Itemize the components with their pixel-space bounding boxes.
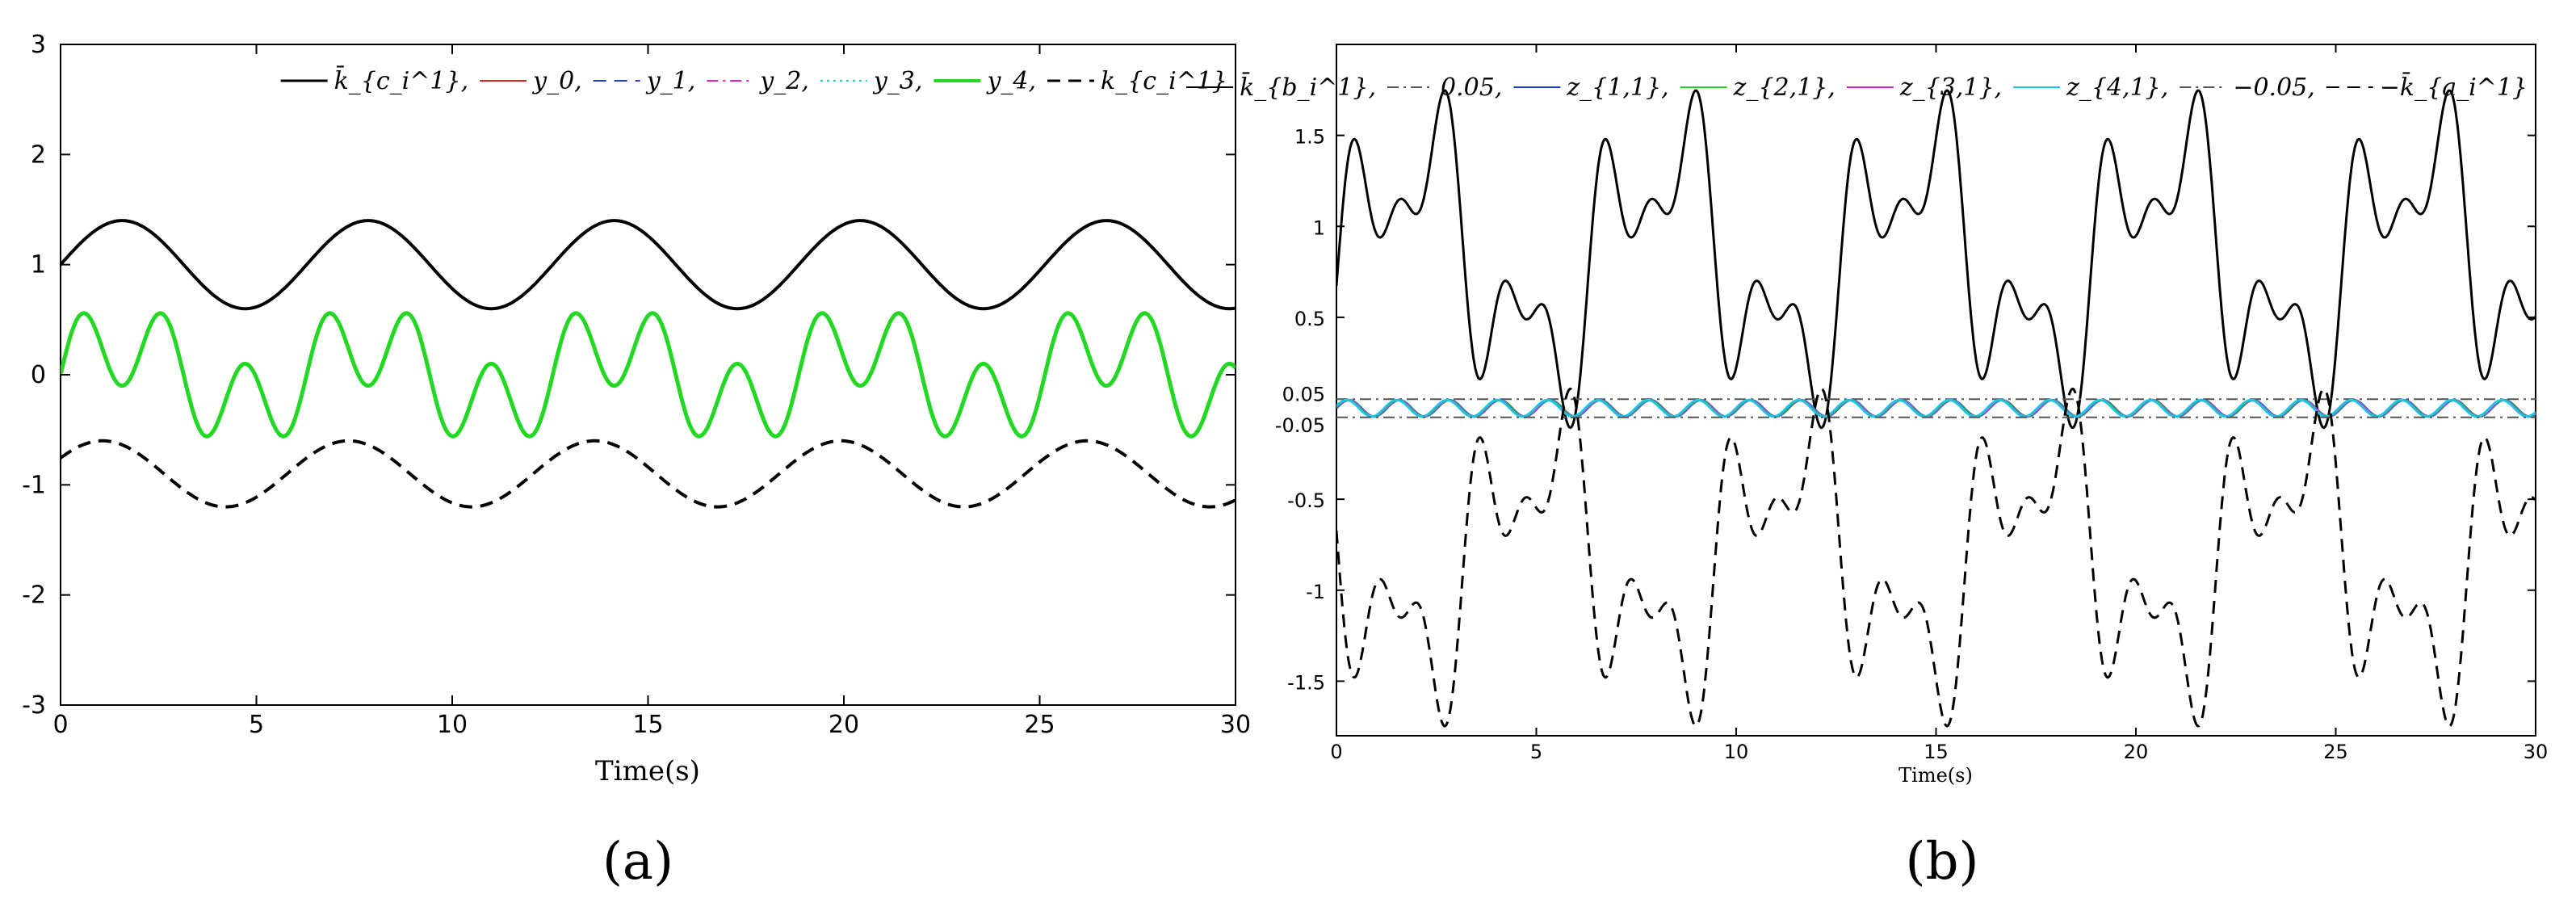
series-group-a [61,219,1236,509]
legend-label-a-6: k_{c_i^1} [1101,67,1227,95]
series-group-b [1336,89,2536,728]
legend-label-b-2: z_{1,1}, [1566,73,1668,102]
x-tick-label-a-3: 15 [632,711,663,739]
y-extra-tick-label-b-0: 0.05 [1282,383,1325,405]
x-tick-label-b-4: 20 [2124,741,2149,763]
x-tick-label-a-1: 5 [249,711,264,739]
y-tick-label-b-4: 1 [1313,216,1325,239]
series-line-b-7 [1336,387,2536,728]
legend-label-a-5: y_4, [985,67,1036,95]
y-tick-label-a-6: 3 [31,31,46,59]
legend-label-a-0: k̄_{c_i^1}, [334,65,469,95]
y-tick-label-a-2: -1 [22,471,46,499]
x-ticks-b: 0 5 10 15 20 25 30 [1330,44,2548,763]
legend-label-b-7: −k̄_{a_i^1} [2380,71,2528,102]
x-tick-label-a-5: 25 [1024,711,1055,739]
y-tick-label-b-0: -1.5 [1287,671,1325,694]
series-line-a-5 [61,311,1236,439]
legend-label-a-2: y_1, [645,67,696,95]
y-tick-label-b-5: 1.5 [1294,126,1325,149]
panel-label-b: (b) [1906,832,1979,892]
legend-label-b-5: z_{4,1}, [2066,73,2168,102]
legend-label-b-4: z_{3,1}, [1899,73,2002,102]
y-tick-label-b-2: -0.5 [1287,489,1325,512]
y-ticks-b: -1.5 -1 -0.5 0.5 1 1.5 0.05 -0.05 [1275,126,2536,694]
legend-label-b-6: −0.05, [2233,73,2314,102]
legend-label-a-3: y_2, [758,67,809,95]
y-tick-label-b-1: -1 [1306,581,1325,603]
series-line-a-0 [61,219,1236,311]
series-line-a-6 [61,439,1236,509]
panel-label-a: (a) [602,832,673,892]
y-tick-label-a-4: 1 [31,251,46,279]
x-tick-label-b-3: 15 [1924,741,1949,763]
y-ticks-a: -3 -2 -1 0 1 2 3 [22,31,1236,720]
x-tick-label-a-6: 30 [1220,711,1251,739]
y-extra-tick-label-b-1: -0.05 [1275,414,1325,437]
chart-panel-b: -1.5-1-0.50.511.50.05-0.05 0 5 10 15 20 25 30 … [1186,44,2548,892]
legend-label-b-1: 0.05, [1441,73,1502,102]
x-axis-label-a: Time(s) [595,755,700,787]
x-tick-label-b-2: 10 [1724,741,1749,763]
legend-label-b-3: z_{2,1}, [1733,73,1836,102]
x-ticks-a: 0 5 10 15 20 25 30 [52,44,1251,739]
y-tick-label-b-3: 0.5 [1294,308,1325,330]
y-tick-label-a-3: 0 [31,361,46,389]
x-tick-label-a-4: 20 [829,711,859,739]
legend-label-b-0: k̄_{b_i^1}, [1240,71,1376,102]
legend-b: k̄_{b_i^1}, 0.05, z_{1,1}, z_{2,1}, z_{3,1},… [1186,71,2528,102]
y-tick-label-a-5: 2 [31,141,46,169]
series-line-b-5 [1336,398,2536,418]
x-tick-label-a-0: 0 [52,711,68,739]
legend-label-a-4: y_3, [872,67,923,95]
x-tick-label-b-1: 5 [1530,741,1542,763]
y-tick-label-a-0: -3 [22,691,46,720]
legend-a: k̄_{c_i^1}, y_0, y_1, y_2, y_3, y_4, k_{c_i^1} [280,65,1227,95]
x-tick-label-b-0: 0 [1330,741,1342,763]
legend-label-a-1: y_0, [531,67,582,95]
series-line-b-0 [1336,89,2536,430]
x-tick-label-a-2: 10 [437,711,468,739]
chart-panel-a: -3 -2 -1 0 1 2 3 0 5 10 15 20 25 30 Time(s) k̄_{c_i^… [22,31,1251,892]
x-tick-label-b-6: 30 [2524,741,2549,763]
x-axis-label-b: Time(s) [1898,764,1973,787]
y-tick-label-a-1: -2 [22,581,46,610]
x-tick-label-b-5: 25 [2323,741,2348,763]
